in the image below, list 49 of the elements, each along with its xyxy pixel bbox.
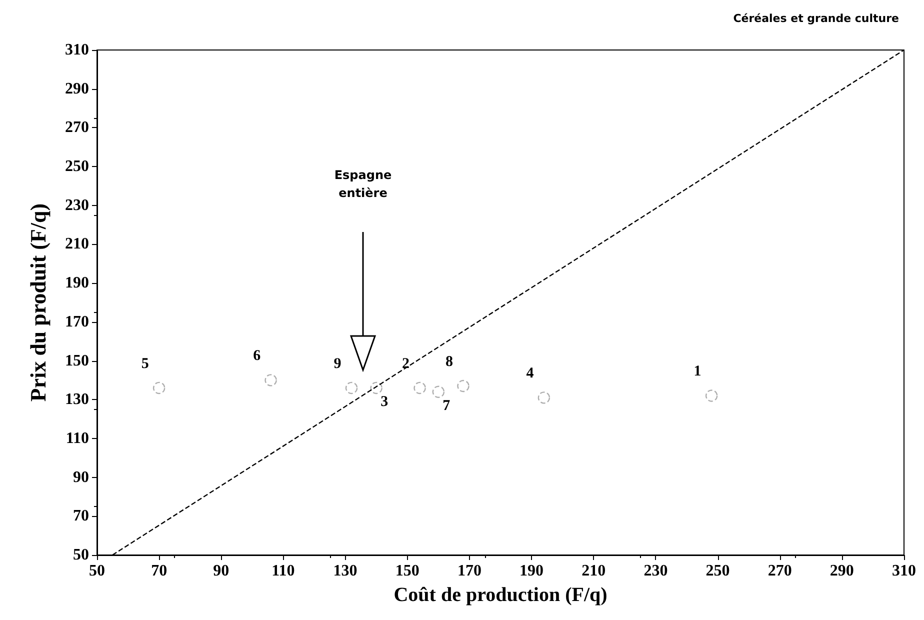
point	[432, 386, 445, 398]
x-tick-label: 290	[830, 562, 854, 580]
point	[264, 374, 277, 386]
annotation: Espagne entière	[334, 168, 392, 200]
y-tick-label: 110	[66, 430, 89, 447]
point	[457, 380, 470, 392]
point	[345, 382, 358, 394]
annotation: 1	[694, 364, 702, 380]
point	[414, 382, 426, 394]
x-tick-label: 90	[213, 562, 230, 580]
y-tick-label: 90	[73, 468, 89, 486]
annotation: 3	[380, 394, 388, 410]
y-tick-label: 310	[65, 42, 89, 58]
point	[152, 382, 166, 394]
x-tick-label: 190	[520, 562, 544, 580]
annotation: 5	[141, 356, 149, 372]
x-tick-label: 230	[644, 562, 668, 580]
point	[705, 390, 718, 402]
x-tick-label: 110	[272, 562, 295, 580]
y-tick-label: 190	[65, 274, 89, 292]
x-tick-label: 170	[457, 562, 482, 580]
y-tick-label: 270	[65, 119, 89, 136]
y-tick-label: 290	[65, 80, 89, 98]
y-tick-label: 50	[73, 546, 89, 564]
x-tick-label: 70	[151, 562, 168, 580]
y-tick-label: 210	[65, 236, 89, 253]
annotation: 4	[526, 366, 534, 382]
chart-title: Céréales et grande culture	[733, 12, 899, 25]
y-tick-label: 250	[65, 158, 89, 176]
x-tick-label: 150	[395, 562, 420, 580]
y-tick-label: 70	[73, 508, 89, 525]
x-tick-label: 250	[706, 562, 730, 580]
y-axis-title: Prix du produit (F/q)	[26, 203, 50, 402]
point	[370, 382, 382, 394]
x-tick-label: 130	[333, 562, 358, 580]
x-tick-label: 50	[89, 562, 105, 580]
x-tick-label: 270	[768, 562, 792, 580]
x-tick-label: 310	[892, 562, 916, 580]
x-axis-title: Coût de production (F/q)	[394, 584, 608, 606]
y-tick-label: 230	[65, 196, 89, 214]
annotation: 6	[253, 348, 262, 364]
y-tick-label: 150	[65, 352, 89, 370]
annotation: 8	[446, 354, 454, 370]
x-tick-label: 210	[582, 562, 606, 580]
point	[538, 392, 550, 404]
y-tick-label: 130	[65, 391, 89, 408]
annotation: 9	[334, 356, 342, 372]
y-tick-label: 170	[65, 313, 89, 330]
annotation: 7	[442, 398, 451, 414]
